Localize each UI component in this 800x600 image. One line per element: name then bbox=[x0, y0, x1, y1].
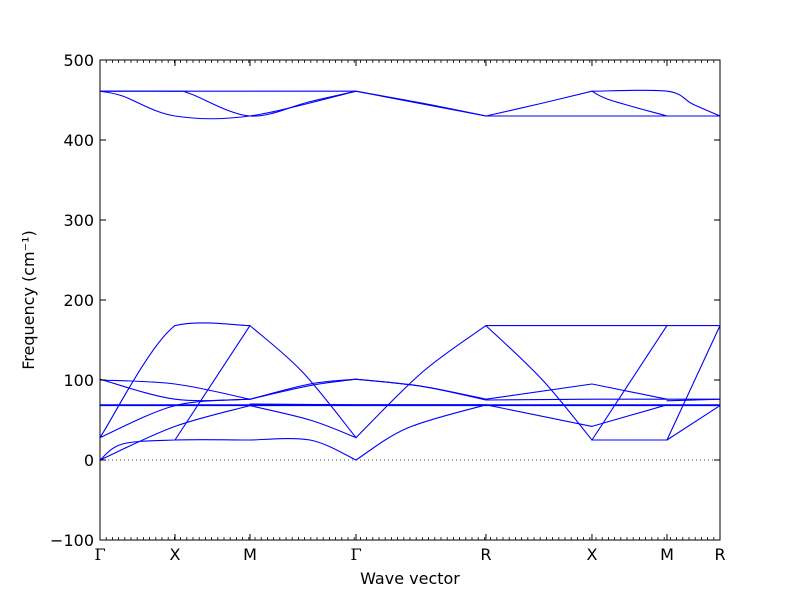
band-line-6 bbox=[485, 90, 593, 117]
series-layer bbox=[99, 89, 721, 461]
band-line-33 bbox=[485, 383, 593, 400]
axis-labels-layer: Wave vector Frequency (cm⁻¹) bbox=[19, 230, 460, 588]
band-line-34 bbox=[485, 398, 593, 401]
band-line-19 bbox=[174, 325, 251, 441]
x-tick-label: Γ bbox=[94, 545, 105, 564]
band-line-23 bbox=[249, 378, 357, 400]
band-line-25 bbox=[249, 403, 357, 406]
band-line-37 bbox=[591, 325, 668, 441]
band-line-35 bbox=[485, 404, 593, 427]
band-line-16 bbox=[99, 378, 251, 402]
y-tick-label: 200 bbox=[63, 291, 94, 310]
y-tick-label: 400 bbox=[63, 131, 94, 150]
band-line-15 bbox=[99, 379, 251, 400]
x-tick-label: X bbox=[586, 545, 597, 564]
band-line-39 bbox=[591, 404, 668, 427]
band-line-9 bbox=[591, 89, 721, 117]
band-line-11 bbox=[99, 322, 251, 439]
band-line-27 bbox=[355, 325, 487, 439]
plot-frame bbox=[99, 59, 721, 541]
y-ticks-layer: −100 0 100 200 300 400 500 bbox=[50, 51, 720, 550]
band-line-26 bbox=[355, 404, 487, 461]
band-line-28 bbox=[355, 378, 487, 400]
x-tick-label: R bbox=[714, 545, 725, 564]
band-line-24 bbox=[249, 405, 357, 439]
y-tick-label: 500 bbox=[63, 51, 94, 70]
band-line-12 bbox=[99, 439, 251, 461]
band-line-21 bbox=[249, 325, 357, 439]
band-line-2 bbox=[99, 90, 357, 120]
band-line-29 bbox=[355, 378, 487, 401]
x-axis-label: Wave vector bbox=[360, 569, 460, 588]
y-tick-label: 300 bbox=[63, 211, 94, 230]
x-tick-label: Γ bbox=[350, 545, 361, 564]
y-tick-label: −100 bbox=[50, 531, 94, 550]
band-line-41 bbox=[666, 405, 721, 441]
y-tick-label: 100 bbox=[63, 371, 94, 390]
y-tick-label: 0 bbox=[84, 451, 94, 470]
band-line-22 bbox=[249, 378, 357, 400]
band-line-5 bbox=[355, 90, 487, 117]
band-line-38 bbox=[591, 383, 668, 400]
x-tick-label: M bbox=[660, 545, 674, 564]
axes-frame-layer bbox=[99, 59, 721, 541]
band-line-42 bbox=[666, 325, 721, 441]
band-line-44 bbox=[666, 398, 721, 402]
band-line-8 bbox=[591, 90, 668, 117]
band-line-20 bbox=[249, 437, 357, 461]
band-line-32 bbox=[485, 325, 593, 441]
x-tick-label: X bbox=[170, 545, 181, 564]
x-tick-label: M bbox=[243, 545, 257, 564]
y-axis-label: Frequency (cm⁻¹) bbox=[19, 230, 38, 369]
x-tick-label: R bbox=[480, 545, 491, 564]
band-line-13 bbox=[99, 405, 251, 461]
